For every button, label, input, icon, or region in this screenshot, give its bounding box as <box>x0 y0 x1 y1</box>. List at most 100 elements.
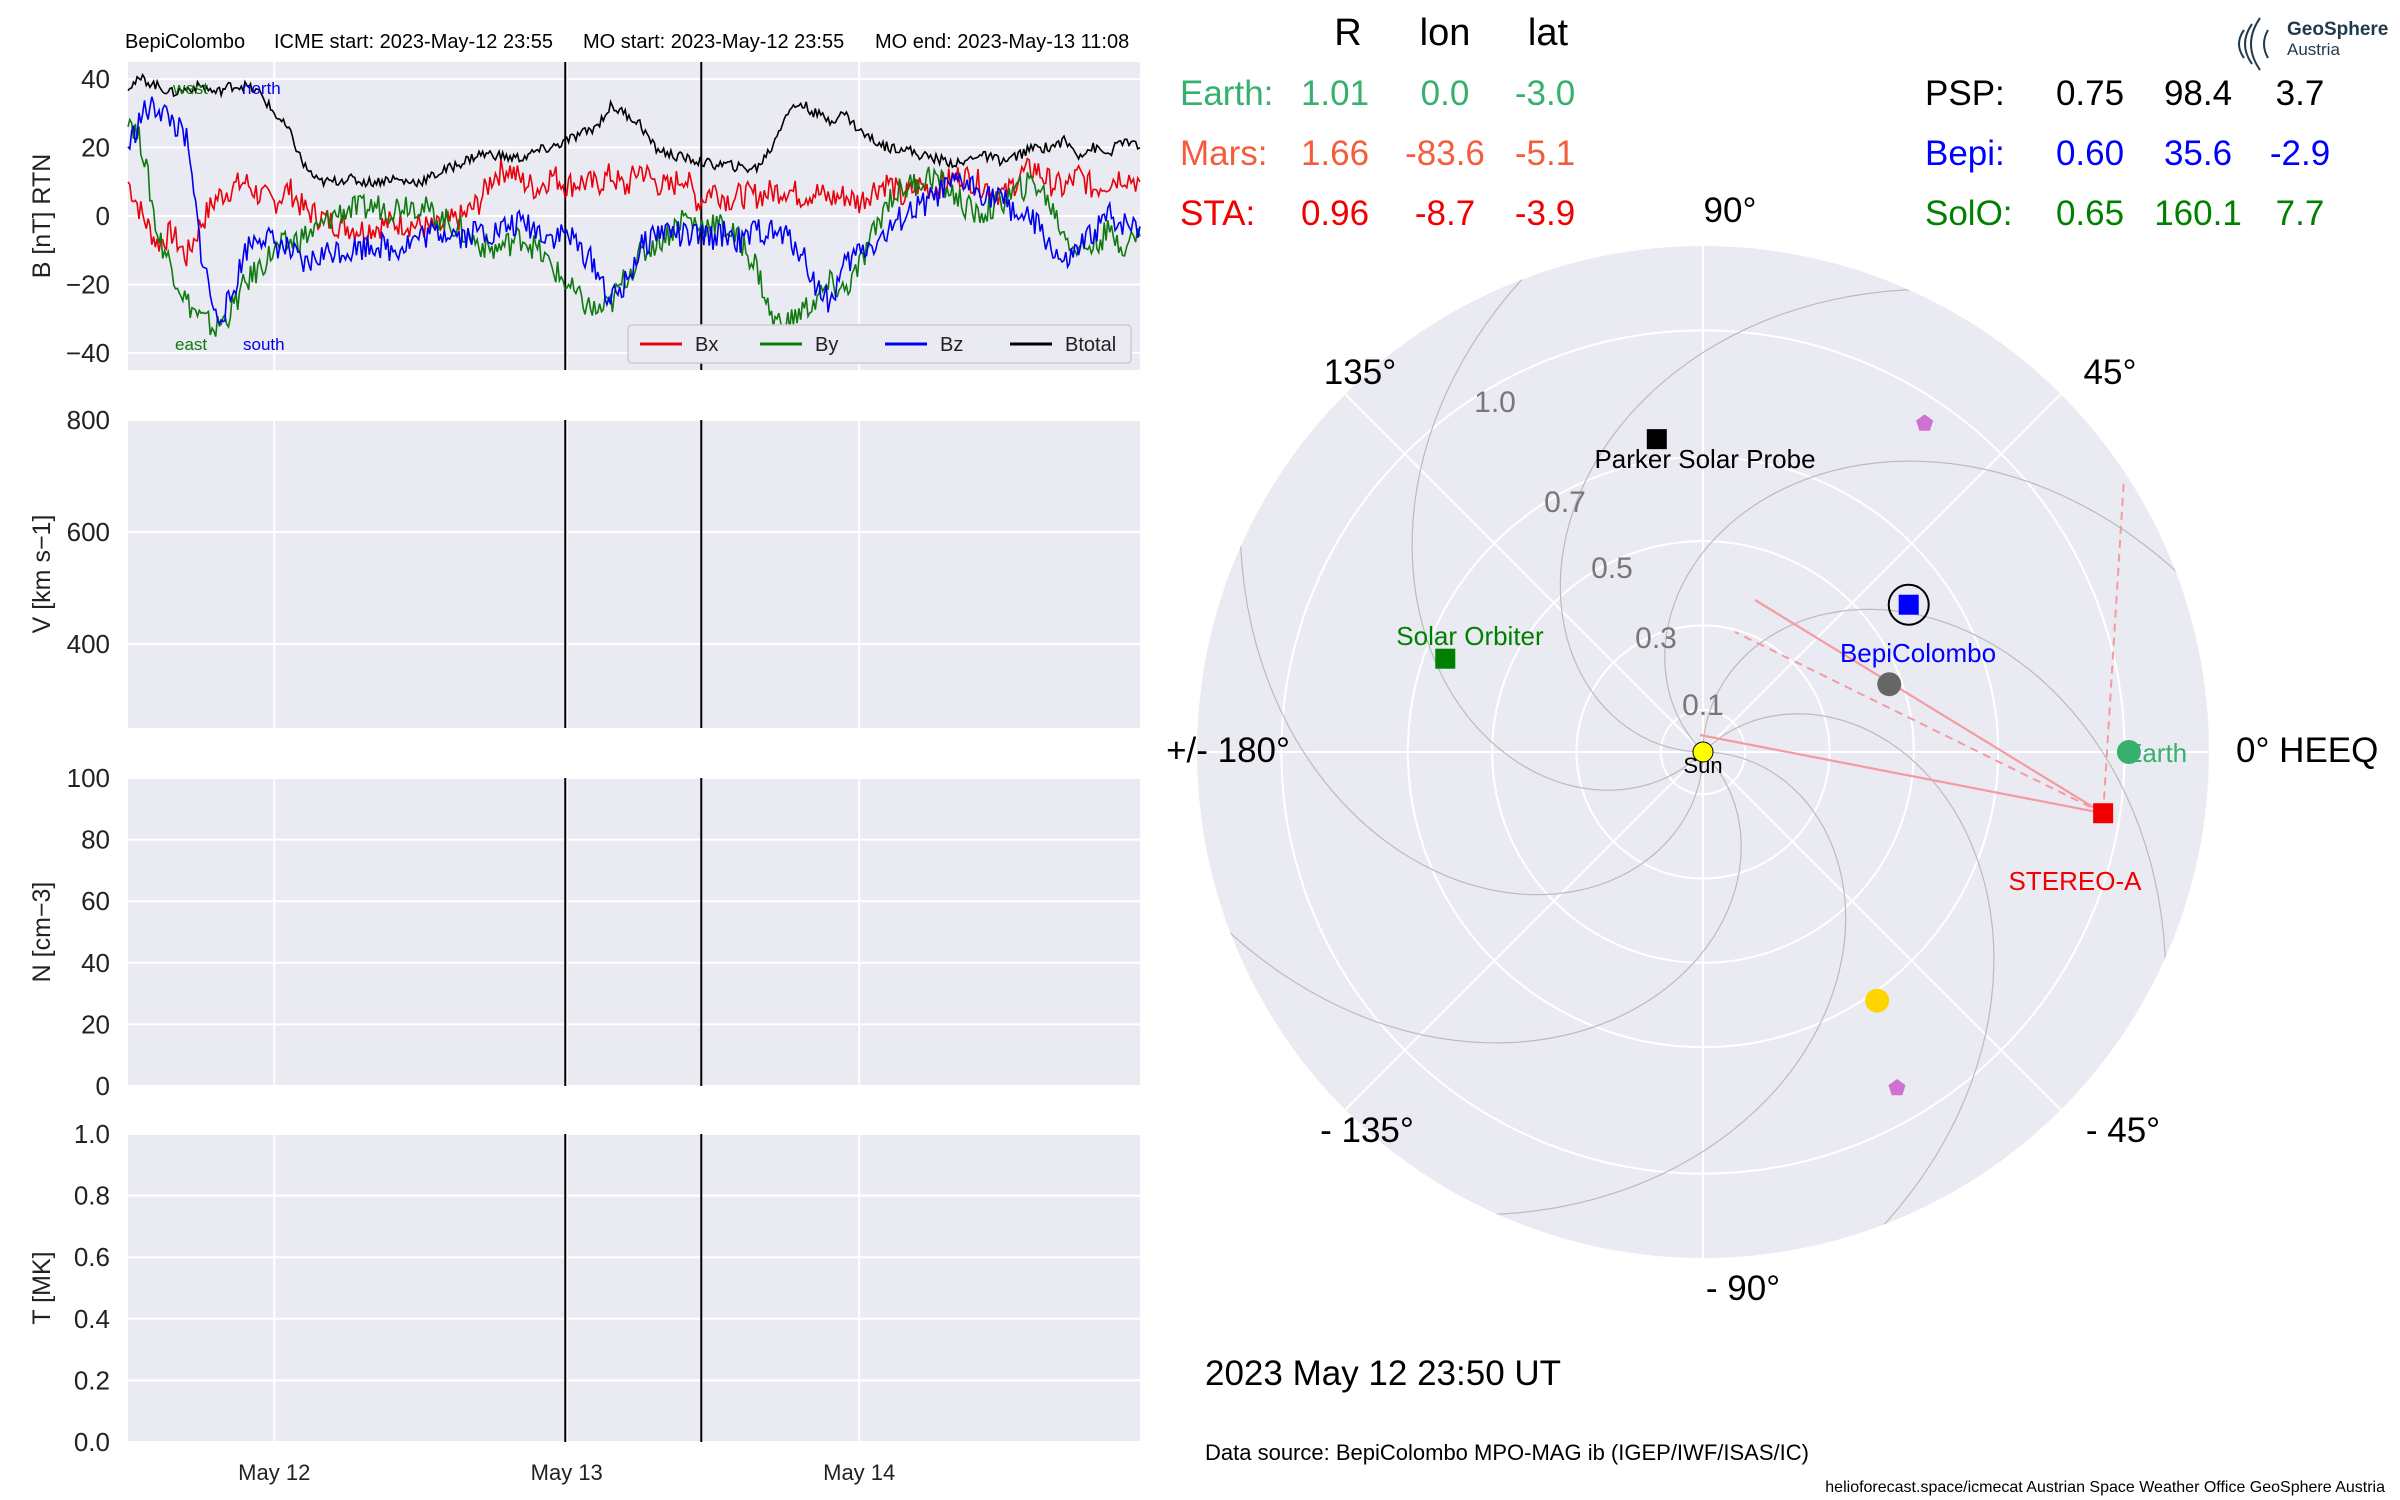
body-marker <box>1692 741 1714 763</box>
panel-magnetic-field: −40 −20 0 20 40 B [nT] RTN west north east south B… <box>28 62 1141 370</box>
table-row-lon: -8.7 <box>1415 194 1475 233</box>
series-line-By <box>127 117 1141 342</box>
y-tick-label: 0.2 <box>74 1365 110 1395</box>
table-row-lat: 3.7 <box>2276 74 2325 113</box>
angle-label: - 90° <box>1706 1269 1780 1308</box>
y-tick-label: 800 <box>67 405 110 435</box>
table-row-lon: 35.6 <box>2164 134 2232 173</box>
body-solar-orbiter: Solar Orbiter <box>1396 621 1544 669</box>
series-line-Bx <box>127 157 1141 267</box>
footer-data-source: Data source: BepiColombo MPO-MAG ib (IGE… <box>1205 1440 1809 1465</box>
panel-speed: 400 600 800 V [km s−1] <box>28 405 1140 728</box>
body-label: BepiColombo <box>1840 638 1996 668</box>
y-tick-label: 0.4 <box>74 1304 110 1334</box>
footer-credits: helioforecast.space/icmecat Austrian Spa… <box>1825 1479 2385 1496</box>
body-marker <box>2093 803 2114 824</box>
annotation-south: south <box>243 335 285 354</box>
legend-box <box>627 324 1132 364</box>
table-row-lon: 98.4 <box>2164 74 2232 113</box>
legend: Bx By Bz Btotal <box>627 324 1132 364</box>
ring-label: 0.1 <box>1682 689 1724 722</box>
body-marker <box>1916 414 1934 431</box>
body-marker <box>2116 740 2141 764</box>
y-axis-label: N [cm−3] <box>28 882 56 983</box>
panel-background <box>128 420 1140 728</box>
annotation-west: west <box>172 79 208 98</box>
angle-label: 45° <box>2084 353 2137 392</box>
body-bepicolombo: BepiColombo <box>1840 583 1996 668</box>
footer: 2023 May 12 23:50 UT Data source: BepiCo… <box>1205 1354 2385 1496</box>
table-row-r: 0.60 <box>2056 134 2124 173</box>
table-row-name: Earth: <box>1180 74 1273 113</box>
y-tick-label: 0 <box>96 201 110 231</box>
table-row-lat: -5.1 <box>1515 134 1575 173</box>
y-tick-label: 60 <box>81 886 110 916</box>
sta-view-line <box>1754 599 2104 815</box>
angle-label: 90° <box>1704 191 1757 230</box>
body-juice <box>1916 414 1934 431</box>
body-label: Sun <box>1683 753 1722 778</box>
polar-ring <box>1491 540 1915 964</box>
y-tick-label: 400 <box>67 629 110 659</box>
body-marker <box>1435 648 1456 669</box>
x-tick-label: May 12 <box>238 1460 310 1485</box>
body-stereo-a: STEREO-A <box>2009 803 2142 896</box>
y-axis-label: T [MK] <box>28 1251 56 1324</box>
body-label: Earth <box>2125 738 2187 768</box>
y-tick-label: 40 <box>81 64 110 94</box>
panel-background <box>128 778 1140 1086</box>
angle-label: - 45° <box>2086 1111 2160 1150</box>
polar-ring <box>1575 624 1831 880</box>
polar-ring <box>1406 455 2000 1049</box>
body-mars <box>1888 1079 1906 1096</box>
body-parker-solar-probe: Parker Solar Probe <box>1594 429 1816 474</box>
legend-label-Bx: Bx <box>695 334 718 356</box>
body-label: Solar Orbiter <box>1396 621 1544 651</box>
body-venus <box>1865 988 1890 1013</box>
ring-label: 0.3 <box>1635 622 1677 655</box>
y-tick-label: −20 <box>66 269 110 299</box>
table-row-name: STA: <box>1180 194 1255 233</box>
parker-spiral-line <box>1411 246 1704 791</box>
y-tick-label: 20 <box>81 1009 110 1039</box>
header-mo-start: MO start: 2023-May-12 23:55 <box>583 31 844 53</box>
table-header-lat: lat <box>1528 12 1569 54</box>
series-line-Btotal <box>127 72 1141 189</box>
panel-background <box>128 1134 1140 1442</box>
table-row-r: 0.75 <box>2056 74 2124 113</box>
body-label: Parker Solar Probe <box>1594 444 1815 474</box>
annotation-north: north <box>242 79 281 98</box>
x-tick-label: May 14 <box>823 1460 895 1485</box>
header-icme-start: ICME start: 2023-May-12 23:55 <box>274 31 553 53</box>
parker-spiral-line <box>1197 751 1742 1044</box>
parker-spiral-line <box>1664 460 2209 753</box>
legend-label-By: By <box>815 334 838 356</box>
table-row-lat: -2.9 <box>2270 134 2330 173</box>
table-header-R: R <box>1334 12 1361 54</box>
y-tick-label: 100 <box>67 763 110 793</box>
y-tick-label: −40 <box>66 338 110 368</box>
y-tick-label: 0 <box>96 1071 110 1101</box>
table-row-lat: 7.7 <box>2276 194 2325 233</box>
table-row-name: SolO: <box>1925 194 2013 233</box>
body-marker <box>1888 1079 1906 1096</box>
geosphere-logo: GeoSphere Austria <box>2238 17 2388 71</box>
y-tick-label: 20 <box>81 133 110 163</box>
table-header-lon: lon <box>1420 12 1471 54</box>
y-tick-label: 600 <box>67 517 110 547</box>
header-mo-end: MO end: 2023-May-13 11:08 <box>875 31 1129 53</box>
parker-spiral-line <box>1439 751 1847 1216</box>
ring-label: 0.7 <box>1544 486 1586 519</box>
table-row-lat: -3.9 <box>1515 194 1575 233</box>
legend-label-Btotal: Btotal <box>1065 334 1116 356</box>
table-row-r: 0.96 <box>1301 194 1369 233</box>
y-axis-label: V [km s−1] <box>28 515 56 634</box>
parker-spiral-line <box>1702 713 1995 1258</box>
y-tick-label: 1.0 <box>74 1119 110 1149</box>
logo-line2: Austria <box>2287 40 2340 59</box>
angle-label: +/- 180° <box>1166 731 1290 770</box>
footer-timestamp: 2023 May 12 23:50 UT <box>1205 1354 1561 1393</box>
y-tick-label: 40 <box>81 948 110 978</box>
